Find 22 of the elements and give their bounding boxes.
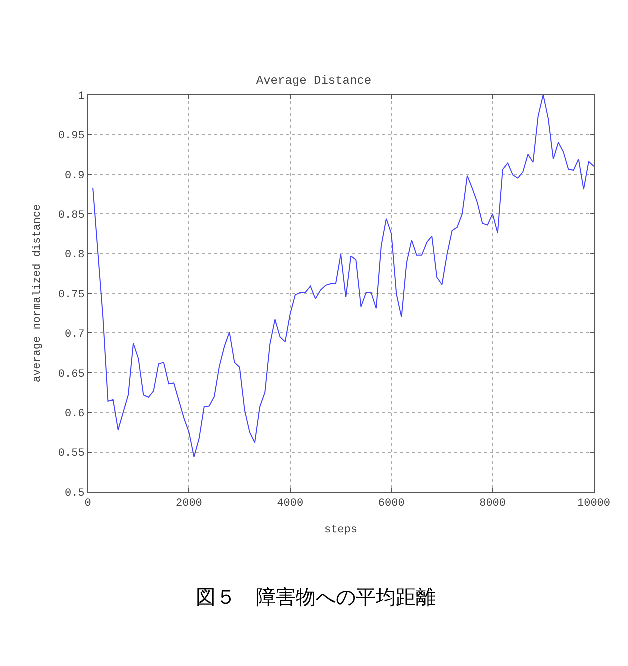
x-tick-label: 0 xyxy=(84,498,92,510)
caption: 図５ 障害物への平均距離 xyxy=(196,585,436,609)
y-axis-title: average normalized distance xyxy=(32,204,44,383)
y-tick-label: 1 xyxy=(78,90,86,103)
y-tick-label: 0.5 xyxy=(64,488,85,500)
x-tick-label: 6000 xyxy=(378,498,405,510)
y-tick-label: 0.55 xyxy=(58,448,85,460)
y-tick-label: 0.85 xyxy=(58,210,85,222)
chart-title: Average Distance xyxy=(256,74,372,88)
y-tick-label: 0.7 xyxy=(64,329,85,342)
x-tick-label: 4000 xyxy=(277,498,304,510)
y-tick-label: 0.75 xyxy=(58,289,85,302)
x-axis-title: steps xyxy=(324,524,358,536)
y-tick-label: 0.9 xyxy=(64,170,85,182)
x-tick-label: 2000 xyxy=(176,498,202,510)
y-tick-label: 0.95 xyxy=(58,130,85,143)
x-tick-label: 8000 xyxy=(480,498,506,510)
y-tick-label: 0.6 xyxy=(64,408,85,420)
line-series xyxy=(92,95,594,458)
y-tick-label: 0.8 xyxy=(64,250,85,262)
y-tick-label: 0.65 xyxy=(58,368,85,381)
x-tick-label: 10000 xyxy=(577,498,611,510)
